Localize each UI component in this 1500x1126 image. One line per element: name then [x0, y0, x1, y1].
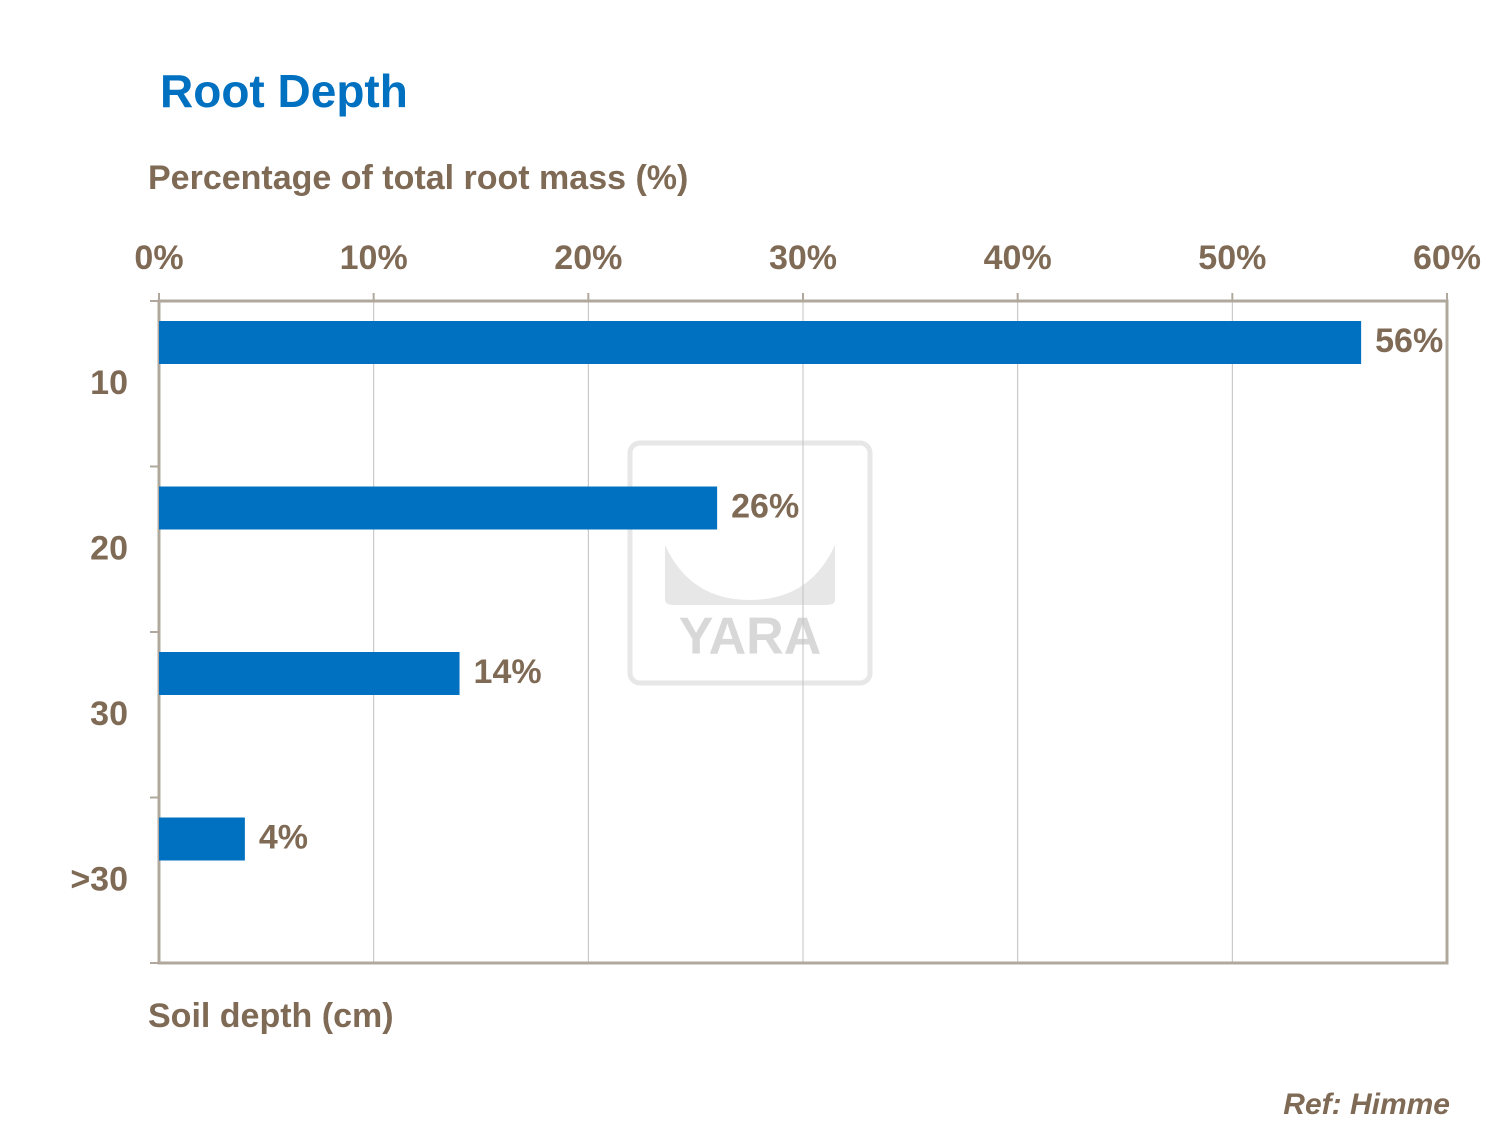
y-tick-label: >30 [70, 860, 128, 898]
watermark-text: YARA [679, 608, 822, 666]
bar [159, 652, 460, 695]
y-tick-label: 20 [90, 529, 128, 567]
watermark-logo [627, 440, 873, 686]
bar [159, 321, 1362, 364]
x-axis-label: Percentage of total root mass (%) [148, 159, 688, 197]
watermark-frame [627, 440, 873, 686]
data-label: 56% [1375, 322, 1443, 360]
y-tick-label: 10 [90, 364, 128, 402]
annotation: Ref: Himme [1283, 1088, 1450, 1121]
y-axis-label: Soil depth (cm) [148, 997, 394, 1035]
data-label: 26% [731, 487, 799, 525]
x-tick-label: 0% [134, 239, 183, 277]
bar [159, 817, 245, 861]
watermark-ship [665, 545, 835, 605]
y-tick-label: 30 [90, 695, 128, 733]
x-tick-label: 10% [340, 239, 408, 277]
x-tick-label: 50% [1198, 239, 1266, 277]
x-tick-label: 20% [554, 239, 622, 277]
bar [159, 486, 718, 530]
x-tick-label: 40% [984, 239, 1052, 277]
x-tick-label: 30% [769, 239, 837, 277]
x-tick-label: 60% [1413, 239, 1481, 277]
data-label: 4% [259, 818, 308, 856]
chart-title: Root Depth [160, 65, 408, 117]
data-label: 14% [474, 653, 542, 691]
